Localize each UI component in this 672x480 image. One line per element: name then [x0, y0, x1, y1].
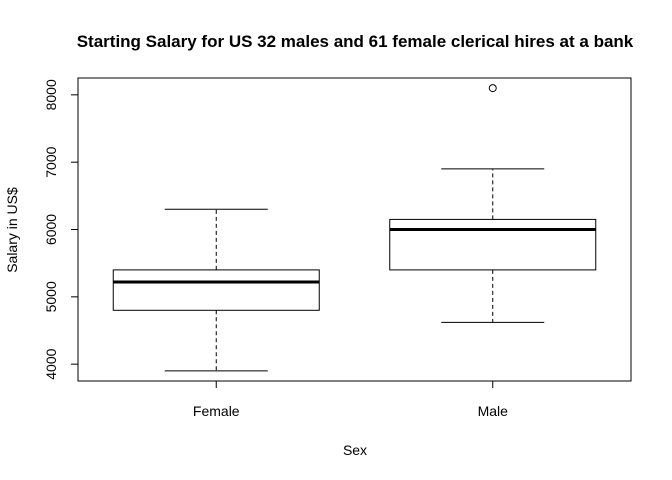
y-tick-label: 8000 — [43, 79, 59, 110]
y-tick-label: 5000 — [43, 281, 59, 312]
x-tick-label: Female — [193, 403, 240, 419]
outlier-point — [488, 84, 497, 93]
box-male — [389, 84, 597, 323]
boxes-layer — [112, 84, 597, 372]
x-axis-label: Sex — [343, 442, 367, 458]
y-axis: 4000 5000 6000 7000 8000 — [43, 79, 79, 380]
y-tick-label: 6000 — [43, 214, 59, 245]
x-tick-label: Male — [478, 403, 509, 419]
chart-title: Starting Salary for US 32 males and 61 f… — [77, 32, 634, 51]
iqr-box — [112, 269, 320, 311]
x-axis: Female Male — [193, 380, 509, 419]
y-axis-label: Salary in US$ — [4, 187, 20, 273]
y-tick-label: 4000 — [43, 348, 59, 379]
iqr-box — [389, 218, 597, 271]
box-female — [112, 208, 320, 372]
y-tick-label: 7000 — [43, 146, 59, 177]
